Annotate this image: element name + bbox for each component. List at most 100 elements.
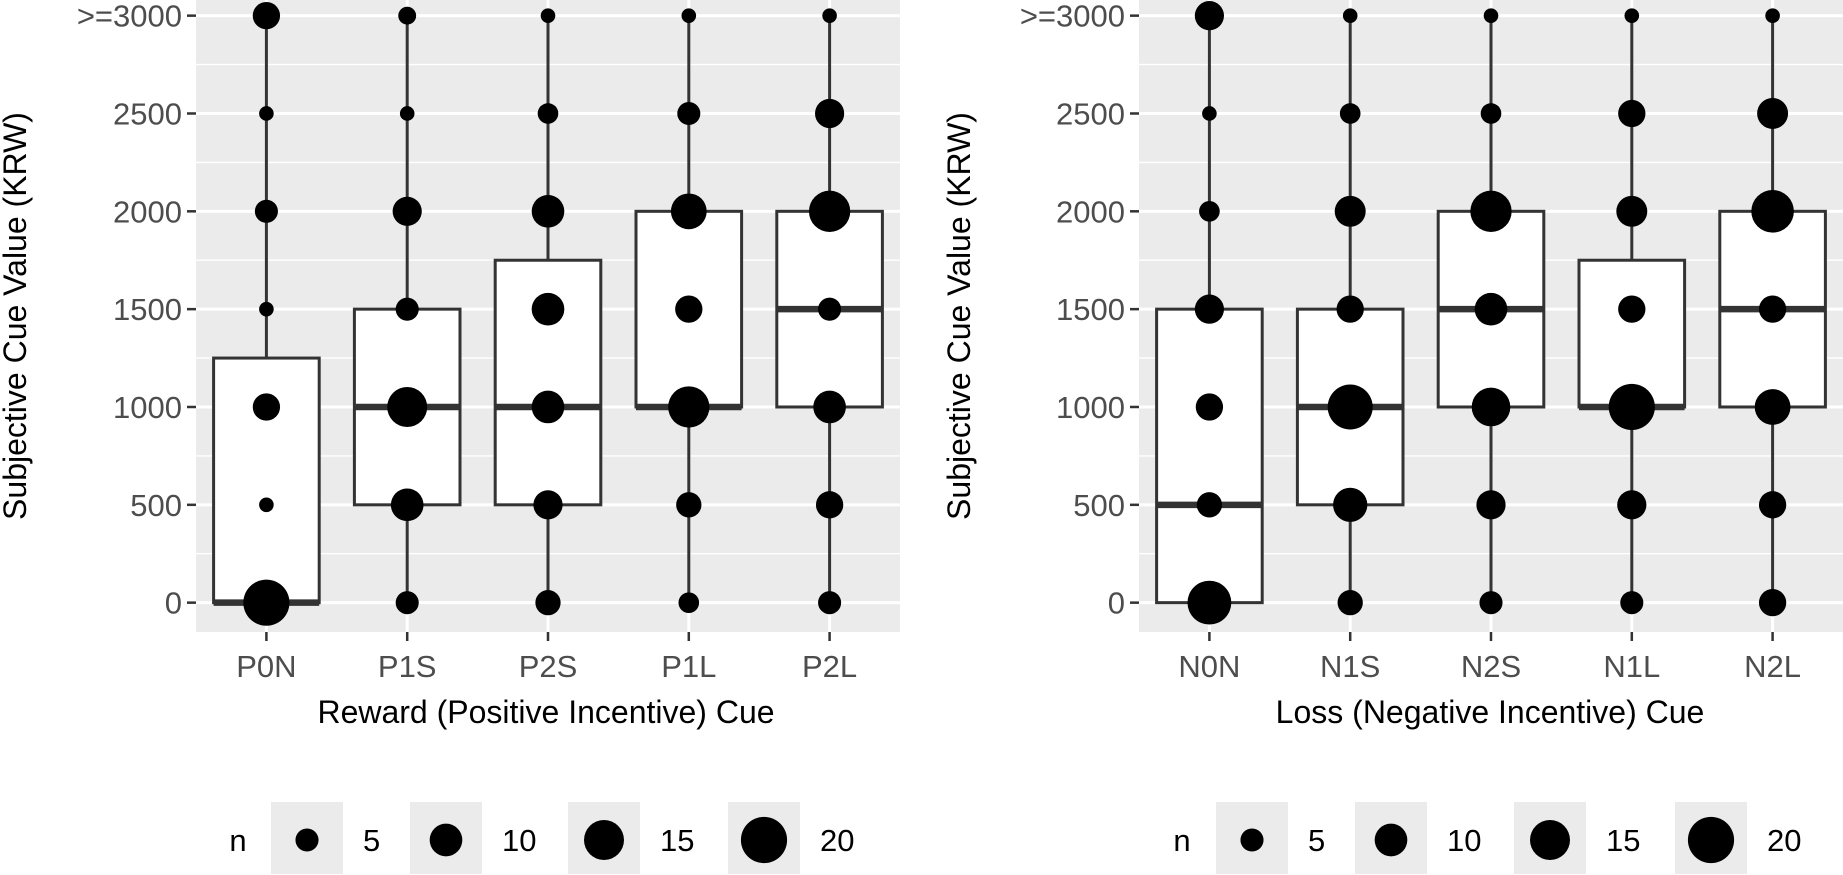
count-point [1327, 384, 1373, 430]
count-point [1616, 195, 1648, 227]
x-tick-label: N2L [1744, 649, 1801, 684]
count-point [1196, 492, 1223, 518]
y-tick-label: 500 [130, 488, 182, 523]
loss-y-axis: 0 500 1000 1500 2000 2500 >=3000 [1020, 0, 1139, 621]
count-point [677, 101, 701, 126]
count-point [1474, 292, 1508, 326]
loss-points [1187, 1, 1794, 625]
y-tick-label: 0 [1108, 586, 1125, 621]
x-tick-label: N0N [1178, 649, 1240, 684]
count-point [815, 491, 844, 519]
y-tick-label: 1000 [113, 390, 182, 425]
legend-point [1687, 816, 1735, 864]
count-point [675, 295, 703, 323]
legend-label: 20 [1767, 823, 1801, 858]
count-point [813, 390, 846, 424]
count-point [395, 591, 419, 615]
count-point [1608, 383, 1655, 431]
count-point [252, 393, 281, 421]
count-point [668, 386, 710, 428]
x-tick-label: P2S [519, 649, 578, 684]
reward-x-axis-title: Reward (Positive Incentive) Cue [317, 694, 774, 730]
count-point [815, 98, 845, 129]
x-tick-label: P1S [378, 649, 437, 684]
x-tick-label: P1L [661, 649, 716, 684]
box-N0N [1155, 15, 1264, 605]
y-tick-label: 2500 [1056, 96, 1125, 131]
y-tick-label: 2000 [113, 194, 182, 229]
count-point [1765, 8, 1780, 23]
y-tick-label: 2500 [113, 96, 182, 131]
legend-point [429, 823, 463, 857]
count-point [1199, 200, 1220, 222]
count-point [1470, 190, 1512, 232]
count-point [395, 297, 419, 321]
count-point [531, 390, 565, 424]
box-N1L [1577, 15, 1687, 603]
reward-x-axis: P0N P1S P2S P1L P2L [236, 632, 857, 684]
y-tick-label: >=3000 [77, 0, 182, 34]
count-point [531, 194, 565, 228]
y-tick-label: 1000 [1056, 390, 1125, 425]
count-point [1758, 491, 1787, 519]
legend-label: 5 [363, 823, 380, 858]
count-point [1751, 190, 1794, 233]
legend-title: n [1173, 823, 1190, 858]
legend-label: 20 [820, 823, 854, 858]
count-point [252, 1, 281, 30]
count-point [1624, 8, 1640, 23]
count-point [390, 488, 424, 522]
count-point [533, 490, 563, 520]
legend-label: 15 [660, 823, 694, 858]
count-point [1187, 580, 1232, 625]
count-point [1754, 389, 1791, 425]
count-point [540, 8, 556, 23]
iqr-box [1155, 307, 1264, 605]
count-point [808, 190, 851, 232]
count-point [1334, 195, 1366, 227]
count-point [387, 386, 428, 427]
count-point [1757, 98, 1789, 129]
count-point [818, 591, 842, 615]
legend-point [1530, 820, 1570, 860]
count-point [259, 497, 274, 513]
count-point [1339, 103, 1361, 124]
loss-boxes [1155, 15, 1827, 605]
count-point [259, 301, 274, 317]
y-tick-label: 1500 [1056, 292, 1125, 327]
count-point [681, 8, 697, 23]
count-point [818, 297, 842, 321]
count-point [670, 193, 707, 230]
y-tick-label: 0 [165, 586, 182, 621]
legend-point [1374, 823, 1408, 857]
count-point [676, 492, 702, 518]
count-point [1194, 1, 1224, 31]
count-point [1618, 99, 1646, 128]
count-point [822, 8, 837, 23]
count-point [1483, 8, 1499, 23]
count-point [398, 6, 417, 25]
count-point [1617, 490, 1647, 520]
reward-y-axis: 0 500 1000 1500 2000 2500 >=3000 [77, 0, 196, 621]
count-point [1336, 295, 1364, 323]
loss-x-axis: N0N N1S N2S N1L N2L [1178, 632, 1801, 684]
legend-point [740, 816, 788, 864]
legend-point [1240, 828, 1264, 852]
legend-point [295, 828, 319, 852]
count-point [259, 106, 274, 121]
y-tick-label: 500 [1073, 488, 1125, 523]
count-point [678, 592, 700, 613]
count-point [1333, 487, 1368, 522]
loss-x-axis-title: Loss (Negative Incentive) Cue [1276, 694, 1705, 730]
count-point [537, 103, 559, 124]
count-point [254, 199, 278, 223]
count-point [399, 106, 415, 121]
legend-point [584, 820, 624, 860]
count-point [1758, 295, 1787, 323]
legend-label: 10 [502, 823, 536, 858]
count-point [1479, 591, 1503, 615]
legend-right: n 5 10 15 20 [1173, 802, 1801, 874]
